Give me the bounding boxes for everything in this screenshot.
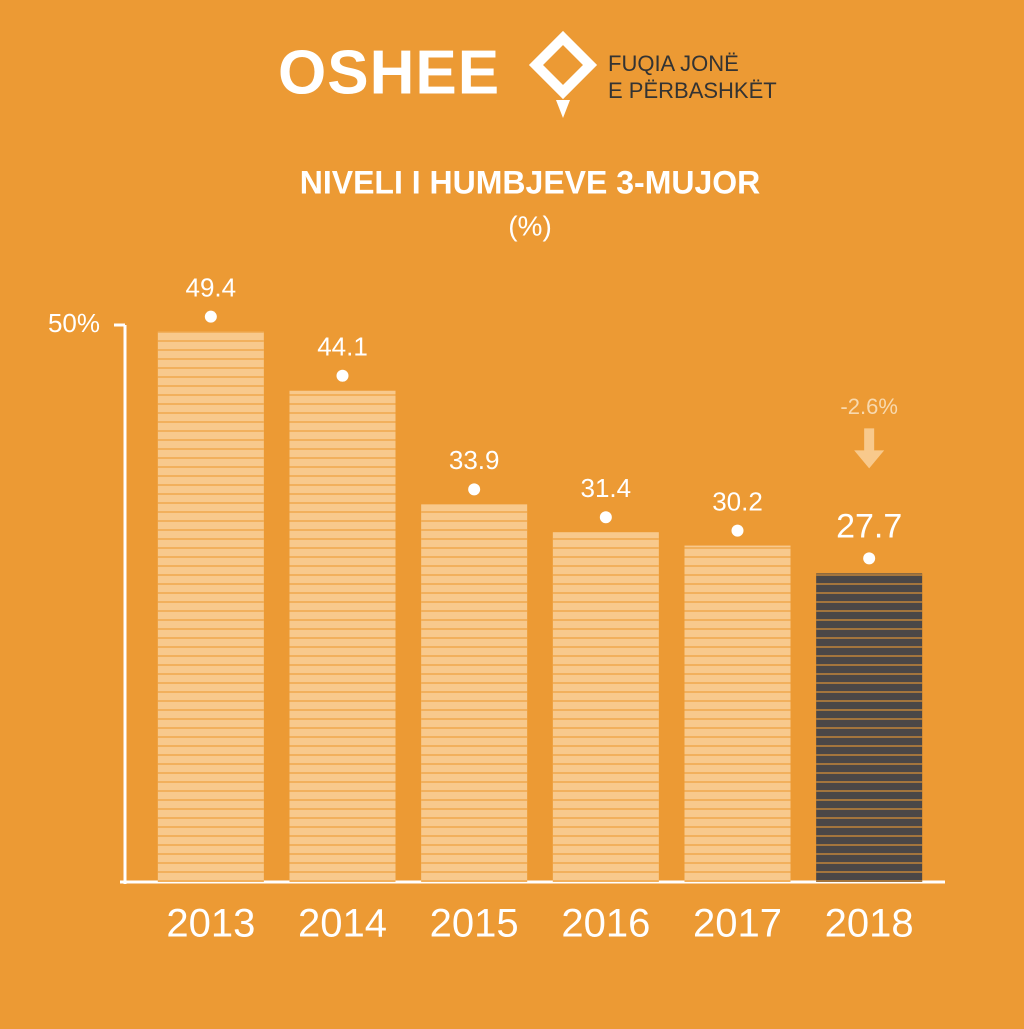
marker-dot [336,369,349,382]
bar-stripes [684,545,791,882]
bar-stripes [289,390,396,882]
marker-dot [731,524,744,537]
y-tick-label: 50% [48,308,100,338]
value-label: 30.2 [712,486,763,516]
x-tick-label: 2013 [166,902,255,946]
chart-subtitle: (%) [508,210,552,241]
x-tick-label: 2017 [693,902,782,946]
logo-text: OSHEE [278,38,500,107]
marker-dot [863,552,876,565]
arrow [854,428,885,469]
x-tick-label: 2016 [561,902,650,946]
value-label: 49.4 [186,273,237,303]
bar-stripes [552,532,659,882]
x-tick-label: 2018 [825,902,914,946]
x-tick-label: 2014 [298,902,387,946]
marker-dot [204,310,217,323]
value-label: 31.4 [581,473,632,503]
x-tick-label: 2015 [430,902,519,946]
tagline: E PËRBASHKËT [608,78,777,103]
value-label: 44.1 [317,332,368,362]
bar-stripes [816,573,923,882]
value-label: 27.7 [836,507,902,545]
logo-icon [528,30,598,118]
annotation: -2.6% [840,394,897,419]
chart-title: NIVELI I HUMBJEVE 3-MUJOR [300,164,761,200]
bar-stripes [157,331,264,883]
tagline: FUQIA JONË [608,51,739,76]
marker-dot [599,511,612,524]
value-label: 33.9 [449,445,500,475]
bar-stripes [421,504,528,882]
marker-dot [468,483,481,496]
